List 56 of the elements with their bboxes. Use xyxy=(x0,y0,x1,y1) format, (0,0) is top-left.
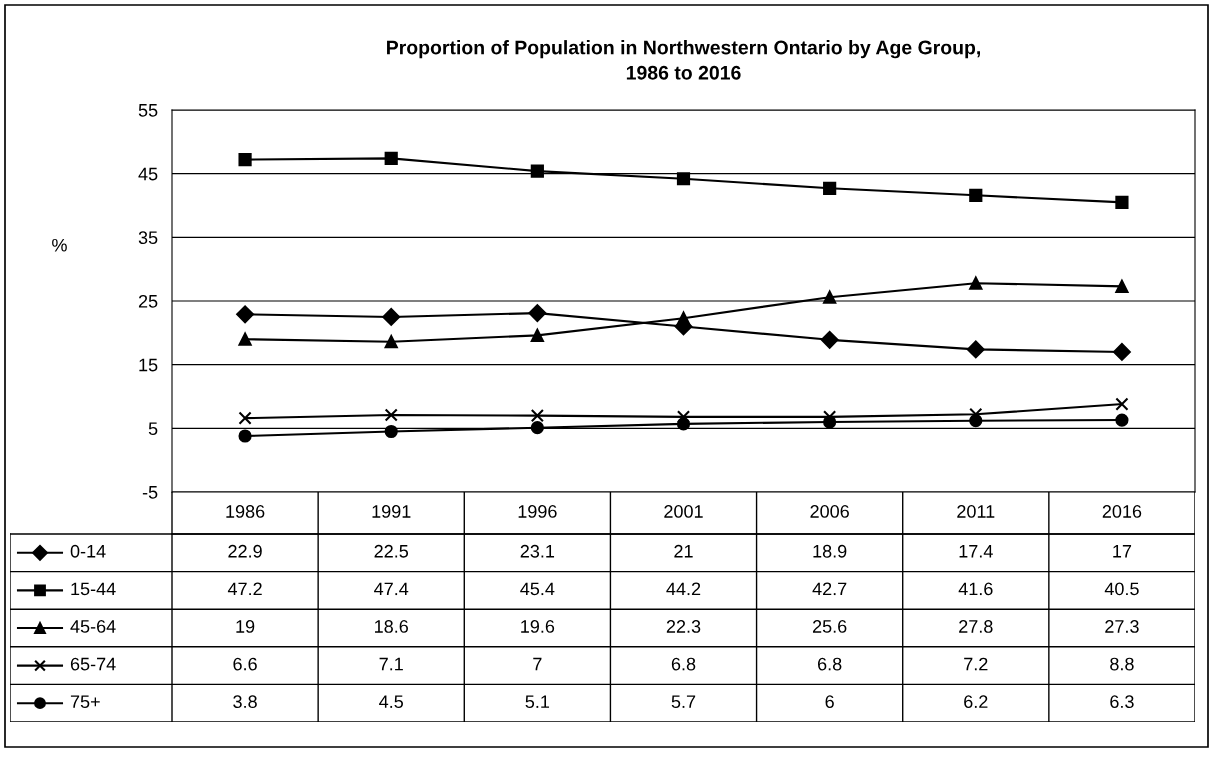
data-label: 6.3 xyxy=(1110,695,1134,709)
y-tick-label: 15 xyxy=(139,358,158,372)
data-label: 6 xyxy=(825,695,834,709)
y-axis-title: % xyxy=(52,238,67,252)
data-label: 27.3 xyxy=(1105,620,1139,633)
data-label: 17 xyxy=(1113,545,1132,558)
x-tick-label: 2001 xyxy=(664,505,703,518)
x-tick-label: 2011 xyxy=(957,505,995,518)
chart-title: Proportion of Population in Northwestern Ontario by Age Group, 1986 to 2016 xyxy=(387,40,980,80)
y-tick-label: 35 xyxy=(138,231,158,245)
data-label: 8.8 xyxy=(1110,657,1134,671)
data-label: 7.1 xyxy=(379,657,403,671)
data-label: 41.6 xyxy=(958,582,993,596)
data-label: 47.4 xyxy=(374,582,409,596)
y-tick-label: 25 xyxy=(138,294,158,308)
data-label: 6.8 xyxy=(818,657,842,671)
data-label: 27.8 xyxy=(959,620,993,633)
data-label: 44.2 xyxy=(666,582,701,596)
y-tick-label: 5 xyxy=(148,422,158,436)
data-label: 5.1 xyxy=(525,695,550,709)
data-label: 18.6 xyxy=(375,620,408,633)
data-label: 7.2 xyxy=(964,657,988,671)
data-label: 6.8 xyxy=(671,657,696,671)
data-label: 23.1 xyxy=(520,544,555,558)
x-tick-label: 1991 xyxy=(372,505,411,518)
legend-label: 0-14 xyxy=(70,544,106,558)
data-label: 22.9 xyxy=(228,544,262,558)
data-label: 19 xyxy=(236,620,255,633)
data-label: 40.5 xyxy=(1104,582,1139,596)
data-label: 4.5 xyxy=(379,695,404,709)
data-label: 5.7 xyxy=(671,695,696,709)
x-tick-label: 2016 xyxy=(1102,505,1142,518)
data-label: 42.7 xyxy=(812,582,847,596)
data-label: 22.5 xyxy=(374,544,409,558)
data-label: 47.2 xyxy=(227,582,262,596)
data-label: 3.8 xyxy=(233,695,257,709)
y-tick-label: 45 xyxy=(138,167,158,181)
data-label: 7 xyxy=(533,657,542,671)
y-tick-label: 55 xyxy=(138,104,158,117)
legend-label: 65-74 xyxy=(70,657,116,671)
data-label: 22.3 xyxy=(666,620,701,633)
data-label: 6.2 xyxy=(964,695,988,709)
data-label: 45.4 xyxy=(520,582,555,596)
data-label: 17.4 xyxy=(959,545,993,558)
legend-label: 45-64 xyxy=(70,620,116,633)
data-label: 6.6 xyxy=(233,657,257,671)
data-label: 19.6 xyxy=(521,620,555,633)
data-label: 25.6 xyxy=(812,620,847,633)
x-tick-label: 1986 xyxy=(226,505,265,518)
data-label: 18.9 xyxy=(813,544,847,558)
x-tick-label: 1996 xyxy=(518,505,557,518)
legend-label: 75+ xyxy=(70,695,100,709)
legend-label: 15-44 xyxy=(71,582,116,596)
data-label: 21 xyxy=(674,544,693,558)
y-tick-label: -5 xyxy=(142,486,158,499)
x-tick-label: 2006 xyxy=(810,505,849,518)
